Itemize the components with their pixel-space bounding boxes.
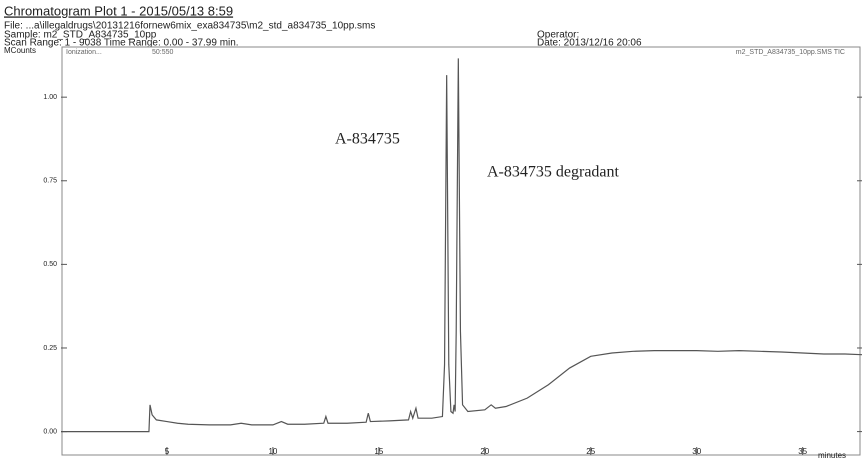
x-tick-label: 25 — [586, 447, 595, 456]
sample-info: Sample: m2_STD_A834735_10pp — [4, 30, 157, 41]
x-tick-label: 15 — [374, 447, 383, 456]
x-tick-label: 5 — [165, 447, 170, 456]
x-tick-label: 30 — [692, 447, 701, 456]
annotation: A-834735 — [335, 131, 400, 148]
ionization: Ionization... — [66, 49, 102, 56]
chart-title: Chromatogram Plot 1 - 2015/05/13 8:59 — [4, 3, 233, 18]
trace-name: m2_STD_A834735_10pp.SMS TIC — [736, 49, 845, 56]
mass-range: 50:550 — [152, 49, 174, 56]
y-tick-label: 1.00 — [43, 94, 57, 101]
x-tick-label: 20 — [480, 447, 489, 456]
scan-range: Scan Range: 1 - 9038 Time Range: 0.00 - … — [4, 38, 239, 49]
y-tick-label: 0.25 — [43, 345, 57, 352]
annotation: A-834735 degradant — [487, 164, 620, 181]
x-axis-label: minutes — [818, 451, 846, 460]
y-tick-label: 0.75 — [43, 178, 57, 185]
y-tick-label: 0.00 — [43, 428, 57, 435]
file-info: File: ...a\illegaldrugs\20131216fornew6m… — [4, 21, 375, 32]
plot-frame — [61, 46, 861, 456]
y-axis-label: MCounts — [4, 46, 36, 55]
operator-info: Operator: — [537, 30, 579, 41]
date-info: Date: 2013/12/16 20:06 — [537, 38, 642, 49]
x-tick-label: 10 — [268, 447, 277, 456]
x-tick-label: 35 — [798, 447, 807, 456]
trace-line — [61, 58, 862, 433]
y-tick-label: 0.50 — [43, 261, 57, 268]
